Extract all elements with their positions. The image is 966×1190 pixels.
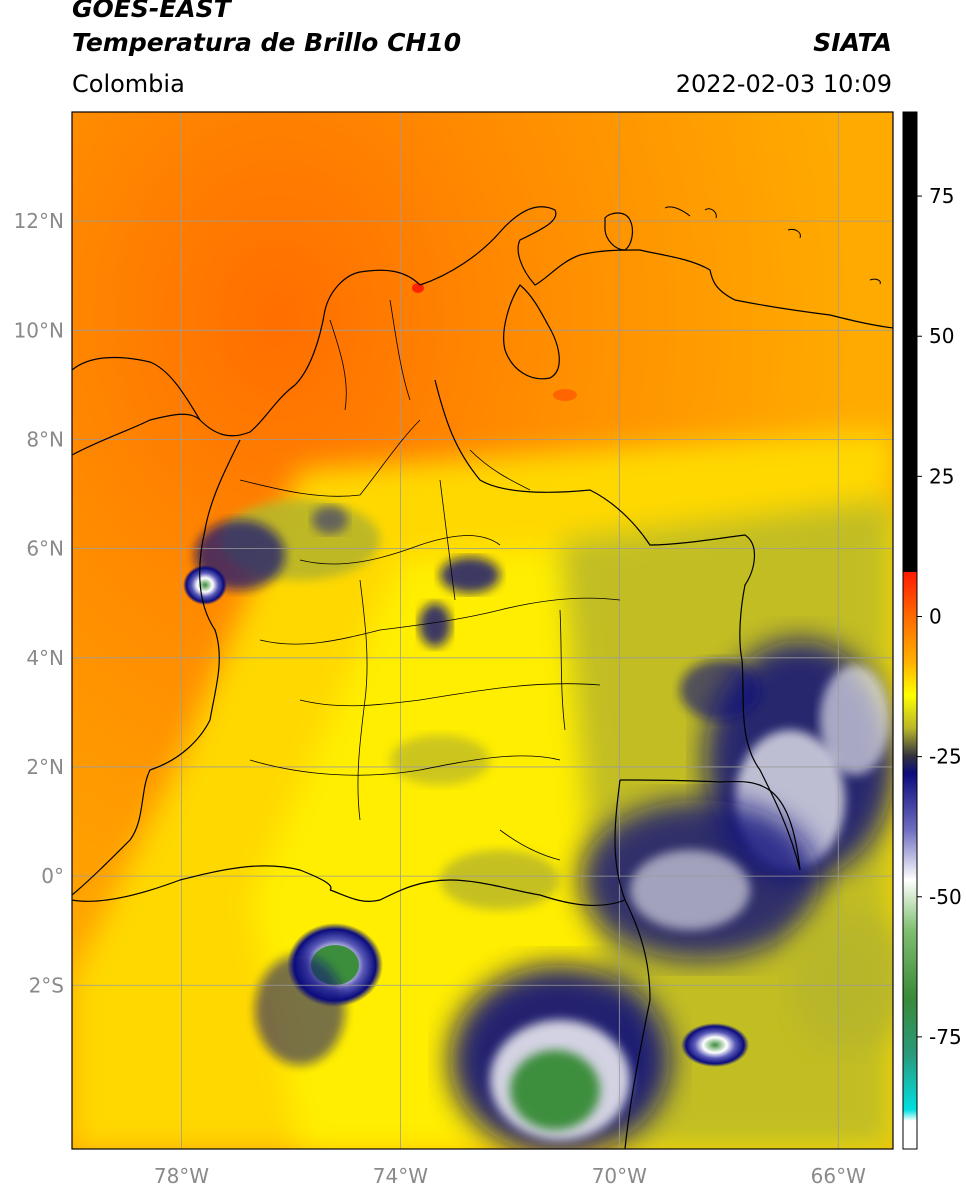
colorbar-tick-label: -75 [929,1025,962,1049]
political-borders [72,206,893,1149]
lat-tick-label: 2°S [29,973,64,997]
satellite-image [72,112,893,1149]
colombia-venezuela-border [434,379,801,871]
lat-tick-label: 2°N [26,755,64,779]
dept-borders [239,299,621,861]
map-frame [71,111,894,1150]
lon-tick-label: 66°W [811,1164,866,1188]
colombia-peru-border [329,879,626,907]
colorbar-tick-label: 50 [929,324,954,348]
map-title-line2: Temperatura de Brillo CH10 [72,28,462,57]
paraguana-peninsula [604,212,634,251]
lon-tick-label: 70°W [592,1164,647,1188]
colorbar-tick-label: -25 [929,745,962,769]
datetime-label: 2022-02-03 10:09 [675,70,892,98]
colorbar-tick-label: -50 [929,885,962,909]
lat-tick-label: 6°N [26,537,64,561]
region-label: Colombia [72,70,185,98]
colorbar: 75 50 25 0 -25 -50 -75 [902,111,962,1150]
map-title-line1: GOES-EAST [72,0,231,23]
panama-coast [72,413,201,456]
venezuela-coastline [419,206,893,329]
colombia-pacific-coast [72,439,241,896]
lat-tick-label: 8°N [26,427,64,451]
map-gridlines [72,112,893,1149]
colorbar-tick-label: 0 [929,604,942,628]
islands [664,206,881,285]
lat-tick-label: 4°N [26,646,64,670]
latitude-axis: 12°N 10°N 8°N 6°N 4°N 2°N 0° 2°S [14,209,64,997]
colombia-brazil-border [614,779,801,1149]
ecuador-border [72,865,332,902]
lon-tick-label: 74°W [373,1164,428,1188]
organization-label: SIATA [813,28,892,57]
longitude-axis: 78°W 74°W 70°W 66°W [154,1164,866,1188]
lat-tick-label: 10°N [14,318,64,342]
lat-tick-label: 0° [41,864,64,888]
lat-tick-label: 12°N [14,209,64,233]
lon-tick-label: 78°W [154,1164,209,1188]
colorbar-tick-label: 75 [929,184,954,208]
colorbar-tick-label: 25 [929,464,954,488]
maracaibo-lake [503,284,560,380]
colombia-caribbean-coast [72,269,421,437]
